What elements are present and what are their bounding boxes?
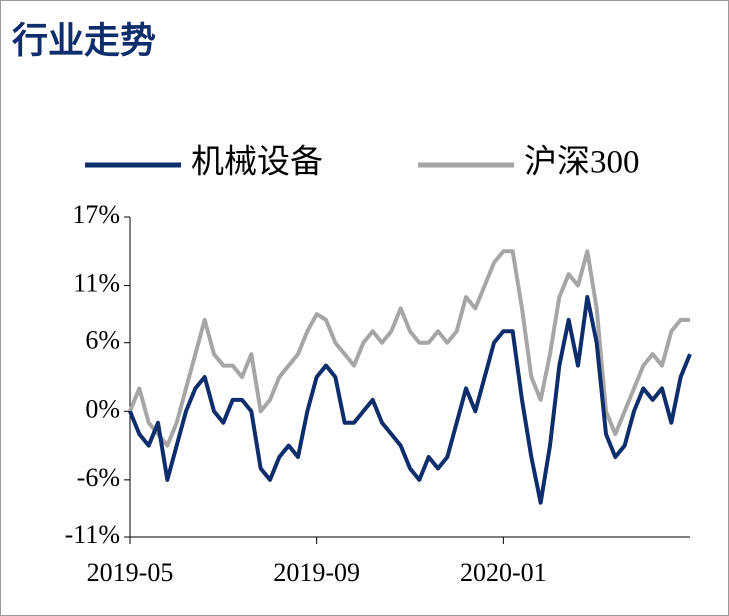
y-tick-label: 0% — [85, 394, 120, 423]
y-tick-label: 11% — [73, 269, 120, 298]
series-line — [128, 295, 692, 505]
x-tick-label: 2019-09 — [273, 558, 360, 587]
legend-label: 机械设备 — [191, 144, 323, 181]
chart-title: 行业走势 — [12, 20, 156, 60]
y-tick-label: 17% — [72, 200, 120, 229]
y-tick-label: -11% — [65, 520, 120, 549]
x-tick-label: 2019-05 — [87, 558, 174, 587]
series-line — [128, 249, 690, 448]
x-tick-label: 2020-01 — [460, 558, 547, 587]
legend-label: 沪深300 — [524, 144, 640, 181]
y-tick-label: -6% — [77, 463, 120, 492]
y-tick-label: 6% — [85, 326, 120, 355]
